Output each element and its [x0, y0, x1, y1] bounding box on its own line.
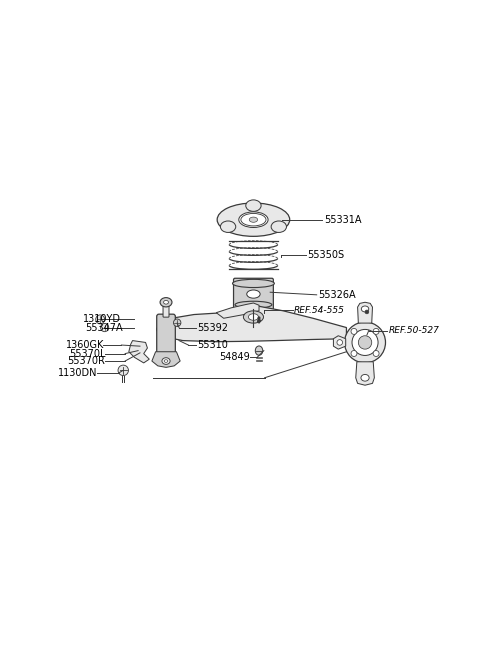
Text: 55350S: 55350S	[307, 250, 345, 260]
Ellipse shape	[255, 346, 263, 356]
Circle shape	[96, 315, 105, 324]
Circle shape	[373, 350, 379, 356]
Text: 55370L: 55370L	[69, 348, 106, 359]
Text: 55370R: 55370R	[68, 356, 106, 366]
Text: REF.54-555: REF.54-555	[294, 306, 345, 315]
Text: 55310: 55310	[197, 340, 228, 350]
Circle shape	[365, 310, 369, 314]
Ellipse shape	[220, 221, 236, 232]
Ellipse shape	[246, 200, 261, 211]
Ellipse shape	[217, 203, 290, 236]
Text: REF.50-527: REF.50-527	[389, 326, 440, 335]
Ellipse shape	[361, 306, 369, 312]
Ellipse shape	[164, 300, 168, 304]
Ellipse shape	[243, 311, 264, 323]
Polygon shape	[160, 305, 347, 342]
Text: 55326A: 55326A	[319, 290, 356, 300]
Ellipse shape	[337, 340, 343, 345]
Text: 1130DN: 1130DN	[59, 368, 98, 378]
FancyBboxPatch shape	[156, 314, 175, 356]
Ellipse shape	[164, 359, 168, 362]
Circle shape	[373, 329, 379, 335]
Ellipse shape	[241, 213, 266, 226]
Ellipse shape	[160, 298, 172, 307]
Ellipse shape	[361, 375, 369, 381]
Polygon shape	[216, 303, 259, 318]
Circle shape	[118, 365, 129, 375]
Ellipse shape	[271, 221, 287, 232]
FancyBboxPatch shape	[234, 278, 273, 310]
Circle shape	[351, 350, 357, 356]
Text: 55331A: 55331A	[324, 215, 361, 224]
Polygon shape	[129, 340, 149, 363]
FancyArrow shape	[258, 317, 261, 323]
FancyBboxPatch shape	[163, 302, 169, 317]
Ellipse shape	[162, 358, 170, 364]
Circle shape	[100, 323, 109, 332]
Polygon shape	[358, 302, 372, 323]
Ellipse shape	[232, 279, 275, 287]
Circle shape	[351, 329, 357, 335]
Ellipse shape	[247, 290, 260, 298]
Ellipse shape	[161, 327, 168, 332]
Circle shape	[173, 319, 181, 327]
Circle shape	[359, 336, 372, 349]
Ellipse shape	[157, 325, 172, 334]
Ellipse shape	[239, 212, 268, 228]
Text: 1310YD: 1310YD	[84, 314, 121, 324]
Ellipse shape	[249, 314, 258, 320]
Text: 1360GK: 1360GK	[66, 340, 104, 350]
Ellipse shape	[235, 301, 272, 308]
Circle shape	[345, 322, 385, 363]
Ellipse shape	[249, 217, 258, 222]
Polygon shape	[152, 352, 180, 367]
Circle shape	[352, 329, 378, 356]
Polygon shape	[356, 362, 374, 385]
Polygon shape	[334, 336, 346, 349]
Text: 55347A: 55347A	[85, 323, 123, 333]
Text: 55392: 55392	[197, 323, 228, 333]
Text: 54849: 54849	[219, 352, 250, 362]
